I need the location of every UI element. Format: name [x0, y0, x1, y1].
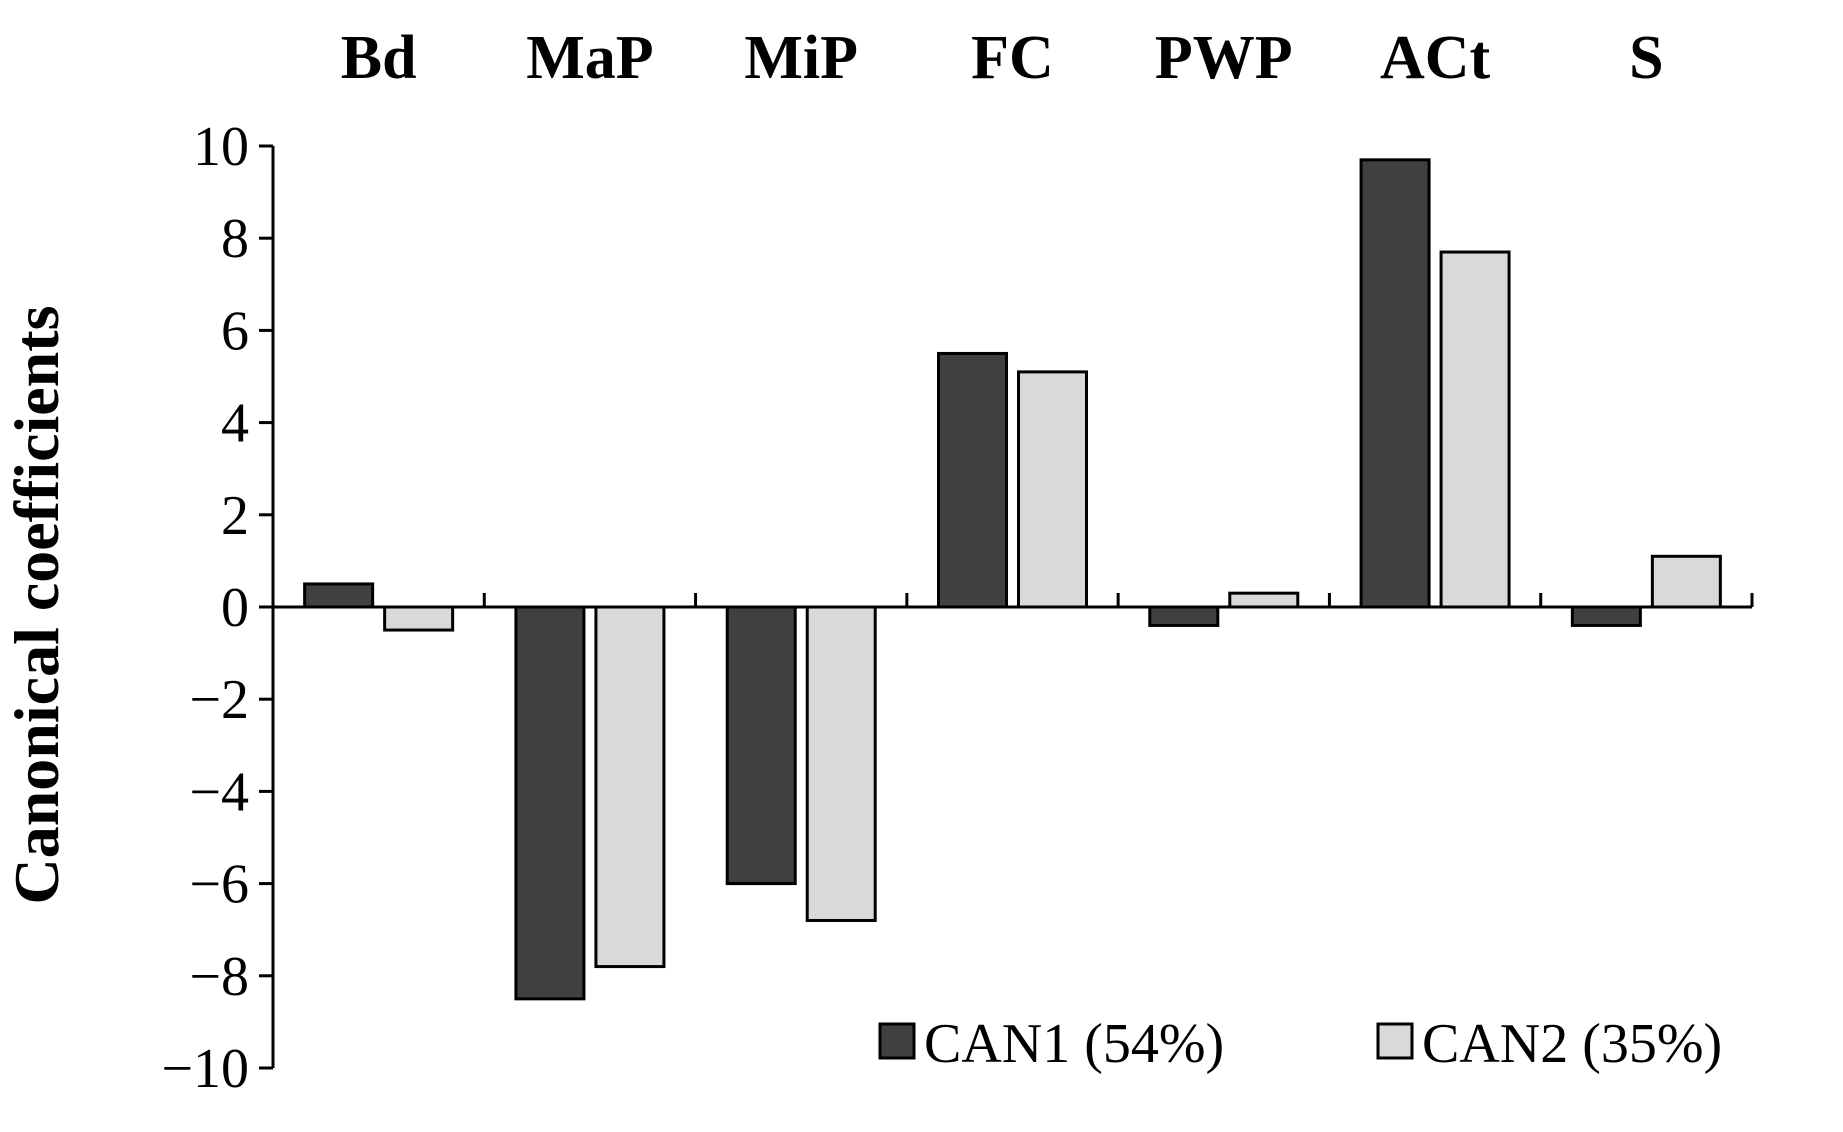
bar-map-series-2	[594, 605, 666, 969]
category-label-map: MaP	[526, 24, 653, 92]
category-label-act: ACt	[1380, 24, 1491, 92]
y-tick-label: 2	[221, 485, 249, 547]
category-label-fc: FC	[971, 24, 1054, 92]
bar-mip-series-1	[725, 605, 797, 886]
y-tick-label: −8	[189, 946, 249, 1008]
y-tick-label: −10	[161, 1038, 249, 1100]
y-tick-label: 6	[221, 300, 249, 362]
category-label-bd: Bd	[341, 24, 417, 92]
bar-pwp-series-1	[1148, 605, 1220, 627]
y-tick-label: 8	[221, 208, 249, 270]
y-tick-label: 0	[221, 577, 249, 639]
legend-label-series-2: CAN2 (35%)	[1422, 1013, 1722, 1075]
y-tick-label: 10	[193, 116, 249, 178]
y-tick-label: −6	[189, 854, 249, 916]
bar-map-series-1	[514, 605, 586, 1001]
y-axis-title: Canonical coefficients	[1, 306, 72, 905]
legend-label-series-1: CAN1 (54%)	[924, 1013, 1224, 1075]
bar-mip-series-2	[805, 605, 877, 922]
bar-bd-series-1	[303, 582, 375, 609]
bar-s-series-2	[1650, 554, 1722, 609]
legend-swatch-series-1	[878, 1022, 916, 1060]
bar-bd-series-2	[383, 605, 455, 632]
category-label-pwp: PWP	[1155, 24, 1293, 92]
bar-act-series-2	[1439, 250, 1511, 609]
category-label-mip: MiP	[744, 24, 858, 92]
bar-fc-series-2	[1017, 370, 1088, 609]
bar-pwp-series-2	[1228, 591, 1300, 609]
category-label-s: S	[1629, 24, 1663, 92]
y-tick-label: −2	[189, 669, 249, 731]
legend-swatch-series-2	[1376, 1022, 1414, 1060]
bar-act-series-1	[1359, 158, 1431, 609]
bar-s-series-1	[1570, 605, 1642, 627]
y-tick-label: 4	[221, 393, 249, 455]
bar-fc-series-1	[937, 351, 1008, 609]
plot-area: Bd MaP MiP FC PWP ACt S 10 8 6 4 2 0 −2 −4 −6 −8 −10 CAN1 …	[161, 24, 1754, 1100]
y-tick-label: −4	[189, 761, 249, 823]
